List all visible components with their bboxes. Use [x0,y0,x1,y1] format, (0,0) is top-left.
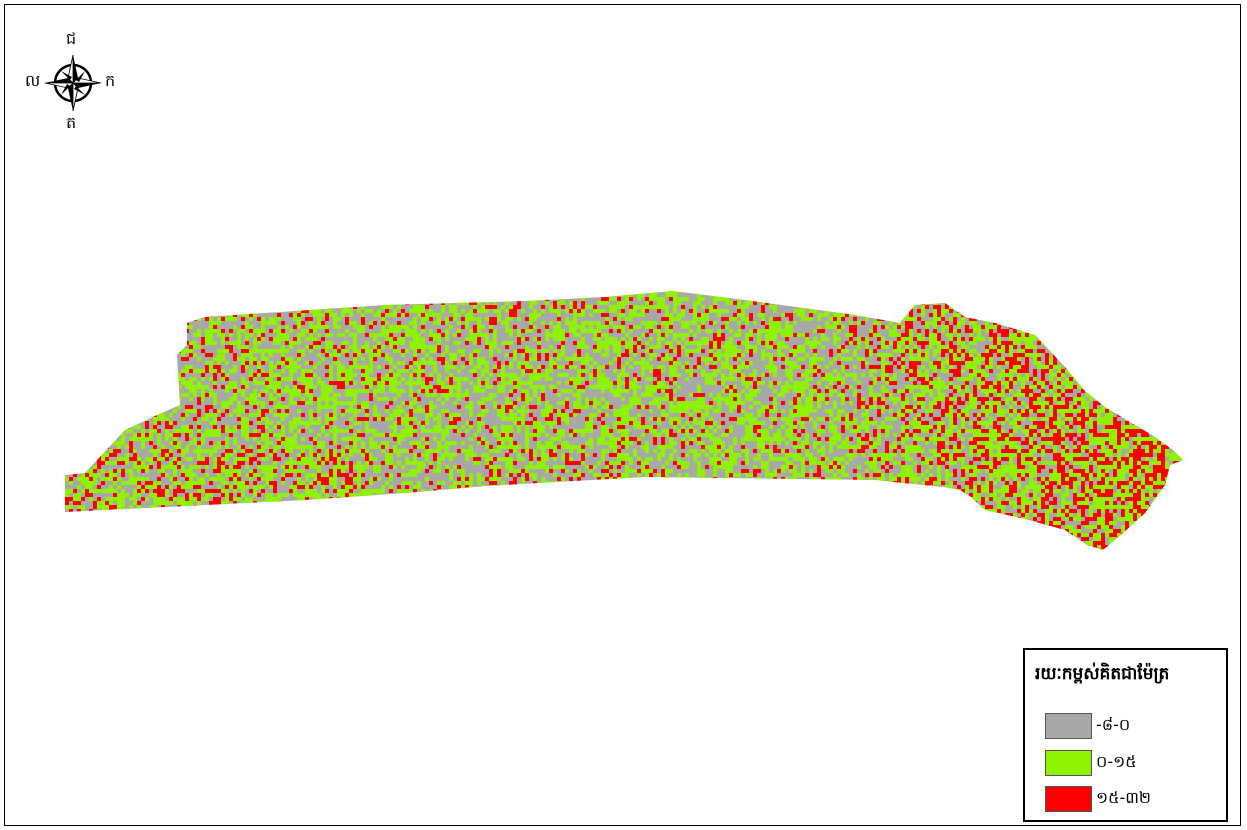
legend: រយៈកម្ពស់គិតជាម៉ែត្រ -៨-០ ០-១៥ ១៥-៣២ [1023,648,1228,822]
map-frame: ជ ល ក ត រយៈកម្ពស់គិតជាម៉ែត្រ -៨-០ ០ [4,4,1241,826]
legend-swatch [1045,713,1092,739]
legend-label: ១៥-៣២ [1096,788,1151,807]
legend-swatch [1045,786,1092,812]
legend-item: -៨-០ [1045,712,1130,740]
compass-south-label: ត [66,113,77,132]
legend-label: -៨-០ [1096,715,1131,734]
compass-rose-icon [44,54,102,112]
legend-item: ១៥-៣២ [1045,785,1151,813]
legend-item: ០-១៥ [1045,749,1137,777]
compass-east-label: ក [105,71,116,90]
compass-north-label: ជ [66,29,77,48]
terrain-region [65,291,1183,550]
compass-west-label: ល [25,71,41,90]
north-arrow: ជ ល ក ត [25,31,117,135]
legend-title: រយៈកម្ពស់គិតជាម៉ែត្រ [1035,664,1170,684]
elevation-map [65,291,1183,550]
legend-label: ០-១៥ [1096,752,1137,771]
legend-swatch [1045,750,1092,776]
